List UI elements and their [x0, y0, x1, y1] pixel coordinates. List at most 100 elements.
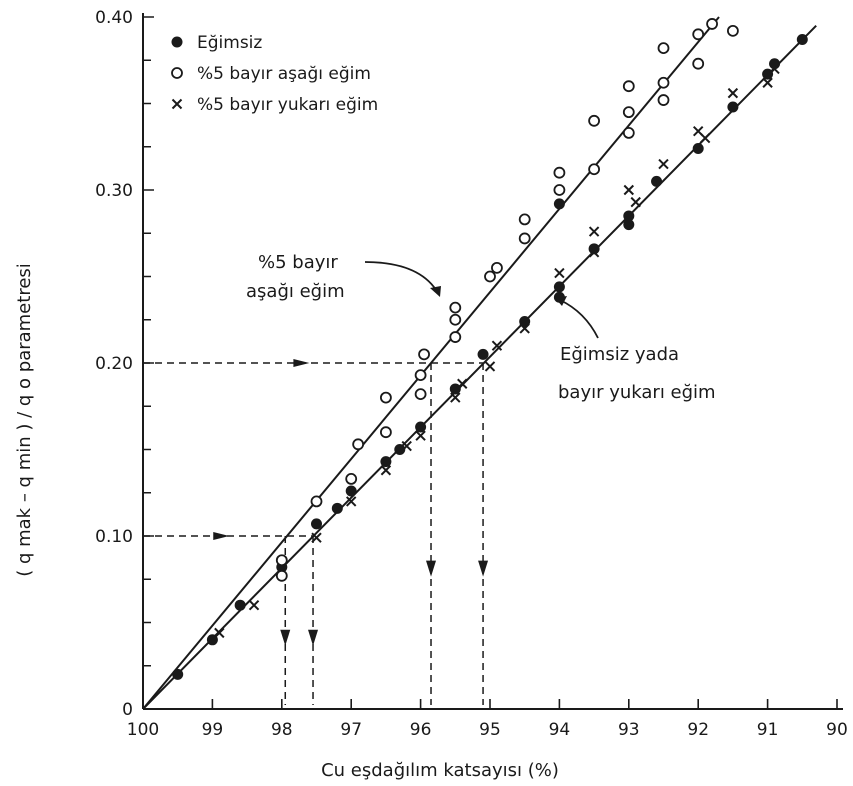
x-tick-label-99: 99: [202, 720, 224, 740]
point-series2-20: [727, 87, 739, 99]
point-series0-19: [692, 142, 704, 154]
annotation-downhill-line2: aşağı eğim: [246, 281, 345, 302]
x-tick-label-92: 92: [687, 720, 709, 740]
point-series0-7: [380, 456, 392, 468]
guide-down-arrow-0-1: [308, 629, 319, 646]
point-series0-15: [588, 243, 600, 255]
point-series2-22: [769, 63, 780, 75]
point-series1-8: [414, 369, 427, 382]
point-series0-14: [553, 281, 565, 293]
guide-down-arrow-0-0: [280, 629, 291, 646]
point-series0-17: [623, 210, 635, 222]
y-tick-label-0.40: 0.40: [95, 8, 133, 28]
y-axis-label: ( q mak – q min ) / q o parametresi: [14, 263, 35, 577]
point-series2-3: [345, 496, 357, 507]
point-series2-15: [623, 184, 635, 196]
point-series1-24: [657, 94, 670, 106]
annotation-downhill-line1: %5 bayır: [258, 252, 338, 273]
point-series1-21: [622, 127, 635, 139]
point-series2-11: [519, 323, 530, 334]
guide-arrow-0: [213, 532, 230, 540]
point-series0-10: [449, 383, 461, 395]
point-series0-24: [553, 198, 565, 210]
point-series0-6: [345, 485, 357, 497]
point-series0-16: [623, 219, 635, 231]
point-series0-23: [796, 33, 808, 45]
x-tick-label-97: 97: [340, 720, 362, 740]
annotation-flat-arrowhead: [555, 296, 567, 306]
x-tick-label-96: 96: [410, 720, 432, 740]
x-tick-label-100: 100: [127, 720, 159, 740]
x-axis-ticks: 100 99 98 97 96 95 94 93 92 91 90: [127, 699, 848, 740]
legend: Eğimsiz %5 bayır aşağı eğim %5 bayır yukar…: [171, 33, 378, 115]
x-tick-label-98: 98: [271, 720, 293, 740]
point-series2-13: [588, 247, 600, 258]
point-series1-13: [484, 270, 496, 283]
point-series0-18: [651, 175, 663, 187]
point-series1-17: [553, 184, 566, 196]
point-series1-10: [449, 331, 462, 343]
legend-label-0: Eğimsiz: [197, 33, 262, 53]
point-series0-11: [477, 348, 489, 360]
legend-label-1: %5 bayır aşağı eğim: [197, 64, 371, 84]
point-series1-20: [588, 114, 600, 127]
point-series2-8: [457, 378, 468, 389]
annotation-downhill-arrow: [364, 261, 439, 294]
guide-down-arrow-1-0: [426, 560, 437, 577]
point-series0-20: [727, 101, 739, 113]
point-series1-30: [727, 24, 739, 37]
legend-label-2: %5 bayır yukarı eğim: [197, 95, 378, 115]
y-axis-ticks: 0 0.10 0.20 0.30 0.40: [95, 8, 154, 720]
y-tick-label-0.10: 0.10: [95, 527, 133, 547]
point-series1-4: [352, 438, 365, 451]
point-series1-5: [379, 391, 392, 404]
point-series2-7: [450, 392, 461, 403]
point-series1-16: [518, 213, 531, 226]
annotations: %5 bayır aşağı eğim Eğimsiz yada bayır y…: [246, 252, 716, 403]
point-series1-3: [345, 473, 358, 485]
point-series1-7: [414, 388, 427, 401]
guide-lines: [143, 359, 489, 705]
x-tick-label-91: 91: [757, 720, 779, 740]
legend-marker-0: [171, 36, 183, 48]
point-series1-18: [553, 166, 566, 179]
point-series2-19: [699, 132, 711, 144]
point-series0-12: [519, 315, 531, 327]
point-series2-16: [630, 196, 641, 208]
point-series2-5: [401, 440, 412, 452]
point-series2-21: [762, 77, 773, 88]
point-series1-22: [622, 106, 635, 119]
point-series1-2: [310, 495, 323, 508]
point-series2-0: [214, 627, 225, 639]
x-tick-label-93: 93: [618, 720, 640, 740]
point-series2-10: [491, 340, 503, 351]
point-series1-14: [491, 261, 503, 274]
annotation-flat-line2: bayır yukarı eğim: [558, 382, 716, 403]
guide-arrow-1: [293, 359, 310, 367]
point-series1-0: [275, 569, 288, 582]
point-series1-11: [449, 313, 462, 326]
guide-down-arrow-1-1: [478, 560, 489, 577]
point-series2-1: [248, 599, 260, 611]
point-series1-12: [449, 301, 462, 314]
point-series1-19: [588, 163, 600, 176]
legend-marker-2: [171, 98, 183, 110]
point-series2-9: [484, 361, 496, 372]
point-series2-2: [311, 532, 322, 543]
annotation-downhill-arrowhead: [430, 286, 441, 297]
x-axis-label: Cu eşdağılım katsayısı (%): [321, 760, 559, 781]
point-series2-12: [554, 267, 565, 279]
point-series1-6: [379, 426, 392, 439]
x-tick-label-90: 90: [826, 720, 848, 740]
point-series0-9: [415, 421, 427, 433]
point-series0-8: [394, 444, 406, 455]
x-tick-label-94: 94: [549, 720, 571, 740]
point-series1-9: [418, 348, 430, 361]
point-series2-17: [658, 158, 669, 170]
point-series1-27: [692, 57, 705, 70]
x-tick-label-95: 95: [479, 720, 501, 740]
point-series1-15: [518, 232, 531, 245]
point-series0-4: [311, 518, 322, 530]
point-series2-14: [588, 226, 600, 237]
annotation-flat-line1: Eğimsiz yada: [560, 344, 679, 365]
